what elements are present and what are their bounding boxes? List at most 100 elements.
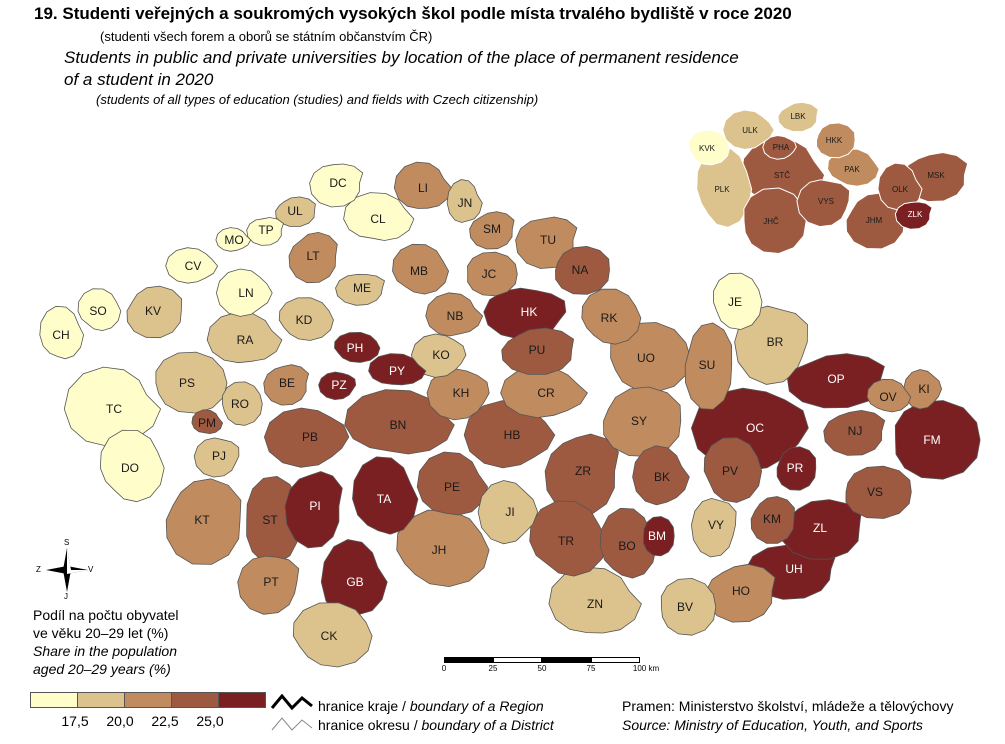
district-label-pz: PZ bbox=[331, 378, 346, 392]
compass-south-label: J bbox=[64, 592, 68, 601]
district-nj bbox=[823, 409, 886, 456]
district-ch bbox=[39, 305, 85, 360]
legend-threshold-4: 25,0 bbox=[196, 713, 224, 729]
district-ji bbox=[477, 480, 539, 545]
district-label-uh: UH bbox=[785, 562, 802, 576]
region-pak bbox=[826, 148, 880, 187]
district-me bbox=[335, 273, 385, 306]
region-label-zlk: ZLK bbox=[908, 210, 923, 219]
district-nb bbox=[425, 292, 484, 337]
legend-title-cz-1: Podíl na počtu obyvatel bbox=[33, 607, 179, 623]
district-fm bbox=[894, 400, 981, 480]
region-zlk bbox=[894, 201, 933, 230]
district-label-ta: TA bbox=[377, 492, 391, 506]
district-pm bbox=[191, 409, 224, 435]
district-km bbox=[750, 496, 795, 544]
district-label-so: SO bbox=[89, 304, 106, 318]
region-label-stč: STČ bbox=[774, 171, 790, 180]
district-label-pb: PB bbox=[302, 430, 318, 444]
district-label-op: OP bbox=[827, 372, 844, 386]
compass-icon bbox=[46, 548, 88, 592]
district-py bbox=[368, 353, 427, 386]
district-label-km: KM bbox=[763, 512, 781, 526]
district-label-ji: JI bbox=[505, 505, 514, 519]
district-label-su: SU bbox=[699, 358, 716, 372]
district-label-ro: RO bbox=[231, 397, 249, 411]
scale-segment-2 bbox=[493, 657, 542, 663]
map-title-en-line2: of a student in 2020 bbox=[64, 70, 214, 89]
district-pj bbox=[193, 437, 240, 478]
district-label-jn: JN bbox=[458, 196, 473, 210]
district-uo bbox=[610, 322, 692, 393]
region-label-jhč: JHČ bbox=[763, 217, 779, 226]
district-label-je: JE bbox=[728, 295, 742, 309]
scale-segment-3 bbox=[542, 657, 591, 663]
district-label-sy: SY bbox=[631, 414, 647, 428]
district-label-hb: HB bbox=[504, 428, 521, 442]
region-label-pha: PHA bbox=[773, 143, 790, 152]
region-hkk bbox=[815, 122, 856, 159]
scale-label-75: 75 bbox=[586, 664, 596, 673]
district-label-ko: KO bbox=[432, 348, 449, 362]
district-label-ul: UL bbox=[287, 204, 303, 218]
region-label-lbk: LBK bbox=[790, 112, 806, 121]
district-jn bbox=[446, 179, 483, 223]
compass-rose: S J V Z bbox=[36, 538, 94, 601]
district-ps bbox=[155, 351, 228, 414]
district-bm bbox=[643, 516, 675, 557]
district-label-bk: BK bbox=[654, 470, 670, 484]
district-label-tr: TR bbox=[558, 534, 574, 548]
district-pi bbox=[284, 471, 343, 549]
district-label-gb: GB bbox=[346, 575, 363, 589]
scale-label-100: 100 km bbox=[632, 664, 660, 673]
district-label-nj: NJ bbox=[848, 424, 863, 438]
region-label-vys: VYS bbox=[818, 197, 834, 206]
district-so bbox=[77, 288, 122, 332]
district-bn bbox=[344, 389, 455, 455]
legend-title-en-2: aged 20–29 years (%) bbox=[33, 661, 171, 677]
district-label-cl: CL bbox=[370, 212, 386, 226]
district-mo bbox=[215, 227, 252, 252]
district-label-kd: KD bbox=[296, 313, 313, 327]
district-label-kv: KV bbox=[145, 304, 161, 318]
district-ln bbox=[215, 268, 273, 317]
map-title-en-line1: Students in public and private universit… bbox=[64, 48, 739, 67]
district-cv bbox=[165, 247, 219, 284]
district-sm bbox=[469, 211, 515, 250]
source-en: Source: Ministry of Education, Youth, an… bbox=[622, 717, 923, 733]
district-label-ln: LN bbox=[238, 286, 253, 300]
scale-label-50: 50 bbox=[537, 664, 547, 673]
district-li bbox=[393, 161, 452, 209]
district-label-tc: TC bbox=[106, 402, 122, 416]
district-label-bv: BV bbox=[677, 600, 693, 614]
district-label-kh: KH bbox=[453, 386, 470, 400]
district-zr bbox=[544, 433, 619, 516]
district-label-zr: ZR bbox=[575, 464, 591, 478]
district-rk bbox=[581, 288, 642, 345]
district-ck bbox=[292, 602, 373, 668]
district-label-lt: LT bbox=[306, 249, 320, 263]
legend-region-boundary-en: boundary of a Region bbox=[409, 698, 544, 714]
region-label-pak: PAK bbox=[844, 165, 860, 174]
district-tp bbox=[246, 217, 284, 246]
region-label-ulk: ULK bbox=[742, 126, 758, 135]
district-ra bbox=[206, 311, 283, 364]
region-jhč bbox=[743, 187, 807, 255]
district-label-pe: PE bbox=[444, 480, 460, 494]
district-label-py: PY bbox=[389, 364, 405, 378]
scale-segment-1 bbox=[444, 657, 493, 663]
district-label-ov: OV bbox=[879, 390, 896, 404]
district-label-pt: PT bbox=[263, 575, 279, 589]
region-kvk bbox=[688, 129, 731, 166]
district-ro bbox=[221, 381, 263, 426]
district-label-vy: VY bbox=[708, 518, 724, 532]
district-label-mo: MO bbox=[224, 233, 243, 247]
district-ph bbox=[334, 331, 381, 363]
district-label-zn: ZN bbox=[587, 597, 603, 611]
district-label-do: DO bbox=[121, 461, 139, 475]
legend-title-en-1: Share in the population bbox=[33, 643, 177, 659]
district-label-bo: BO bbox=[618, 539, 635, 553]
district-bk bbox=[632, 445, 690, 506]
district-ov bbox=[866, 378, 912, 413]
district-lt bbox=[288, 231, 338, 284]
